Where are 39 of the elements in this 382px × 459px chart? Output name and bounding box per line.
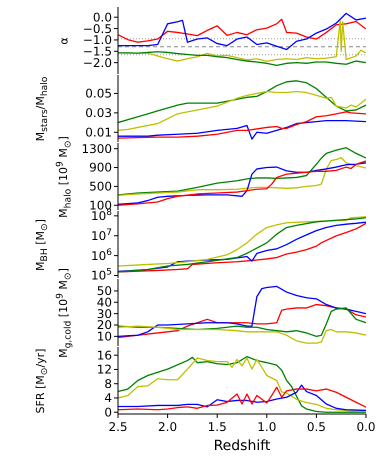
y-tick-label: 12 xyxy=(96,362,112,377)
x-tick-label: 2.5 xyxy=(108,420,128,434)
line-series xyxy=(118,90,366,131)
y-tick-label: 0.01 xyxy=(85,125,112,140)
line-series xyxy=(118,51,366,66)
line-series xyxy=(118,111,366,139)
y-tick-label: 10 xyxy=(96,330,112,344)
y-tick-label: 4 xyxy=(104,391,112,406)
x-tick-label: 0.5 xyxy=(306,420,326,434)
line-series xyxy=(118,156,366,196)
y-tick-label: 10$^{5}$ xyxy=(90,268,112,283)
line-series xyxy=(118,120,366,140)
y-tick-label: 16 xyxy=(96,348,112,362)
y-tick-label: 10$^{7}$ xyxy=(90,228,112,243)
y-tick-label: 0.05 xyxy=(85,86,112,101)
y-tick-label: 20 xyxy=(96,318,112,332)
line-series xyxy=(118,147,366,196)
y-axis-title: α xyxy=(58,36,70,44)
x-tick-label: 1.0 xyxy=(257,420,276,434)
line-series xyxy=(118,286,366,337)
y-tick-label: 30 xyxy=(96,306,112,321)
y-tick-label: 0.0 xyxy=(92,10,112,24)
x-tick-label: 0.0 xyxy=(356,420,376,434)
y-tick-label: 1300 xyxy=(81,142,112,156)
y-tick-label: 0 xyxy=(104,405,112,420)
y-tick-label: −0.5 xyxy=(82,22,112,36)
x-axis-title: Redshift xyxy=(214,438,271,454)
line-series xyxy=(118,12,366,50)
line-series xyxy=(118,80,366,124)
y-tick-label: 0.03 xyxy=(85,106,112,120)
y-tick-label: 900 xyxy=(89,160,112,175)
x-tick-label: 2.0 xyxy=(158,420,178,434)
x-tick-label: 1.5 xyxy=(208,420,227,434)
y-tick-label: −2.0 xyxy=(82,56,112,70)
line-series xyxy=(118,18,366,43)
y-tick-label: 10$^{6}$ xyxy=(90,248,112,263)
line-series xyxy=(118,325,366,344)
y-tick-label: 500 xyxy=(89,180,112,194)
y-tick-label: 8 xyxy=(104,376,112,391)
